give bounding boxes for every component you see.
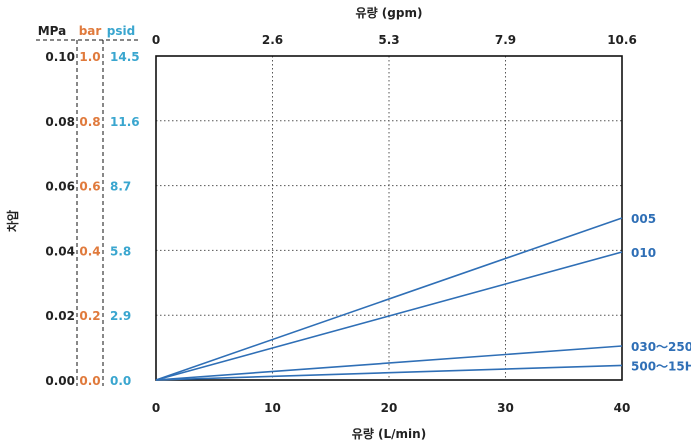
y-tick-label-bar: 1.0	[79, 50, 100, 64]
x-bottom-tick-label: 10	[264, 401, 281, 415]
y-tick-label-mpa: 0.08	[45, 115, 75, 129]
series-line-030～250	[155, 345, 623, 381]
y-unit-header-psid: psid	[107, 24, 135, 38]
y-tick-label-psid: 14.5	[110, 50, 140, 64]
y-tick-label-mpa: 0.10	[45, 50, 75, 64]
y-axis-title: 차압	[5, 210, 20, 232]
y-tick-label-bar: 0.8	[79, 115, 100, 129]
y-tick-label-psid: 8.7	[110, 180, 131, 194]
series-label: 010	[631, 246, 656, 260]
series-label: 030～250	[631, 340, 691, 354]
series-lines	[155, 217, 623, 381]
x-top-tick-label: 2.6	[262, 33, 283, 47]
bottom-axis-title: 유량 (L/min)	[352, 427, 426, 441]
series-line-500～15H	[155, 364, 623, 381]
y-tick-label-psid: 5.8	[110, 244, 131, 258]
series-line-005	[155, 217, 623, 381]
y-tick-label-mpa: 0.04	[45, 244, 75, 258]
y-unit-header-bar: bar	[79, 24, 102, 38]
series-line-010	[155, 251, 623, 381]
y-tick-label-mpa: 0.06	[45, 180, 75, 194]
top-axis-title: 유량 (gpm)	[356, 6, 423, 20]
x-bottom-tick-label: 30	[497, 401, 514, 415]
y-tick-label-psid: 11.6	[110, 115, 140, 129]
x-bottom-tick-label: 0	[152, 401, 160, 415]
axis-separator-lines	[36, 39, 140, 386]
y-unit-header-mpa: MPa	[38, 24, 67, 38]
axis-labels: 0 10 20 30 400 2.6 5.3 7.9 10.6MPa0.000.020.040.…	[38, 24, 691, 415]
x-bottom-tick-label: 40	[614, 401, 631, 415]
y-tick-label-bar: 0.4	[79, 244, 100, 258]
y-tick-label-mpa: 0.00	[45, 374, 75, 388]
y-tick-label-psid: 2.9	[110, 309, 131, 323]
x-top-tick-label: 0	[152, 33, 160, 47]
y-tick-label-bar: 0.0	[79, 374, 100, 388]
y-tick-label-psid: 0.0	[110, 374, 131, 388]
x-bottom-tick-label: 20	[381, 401, 398, 415]
series-label: 005	[631, 212, 656, 226]
y-tick-label-bar: 0.6	[79, 180, 100, 194]
grid-lines	[156, 56, 622, 380]
x-top-tick-label: 7.9	[495, 33, 516, 47]
x-top-tick-label: 10.6	[607, 33, 637, 47]
series-label: 500～15H	[631, 359, 691, 373]
y-tick-label-mpa: 0.02	[45, 309, 75, 323]
x-top-tick-label: 5.3	[378, 33, 399, 47]
y-tick-label-bar: 0.2	[79, 309, 100, 323]
